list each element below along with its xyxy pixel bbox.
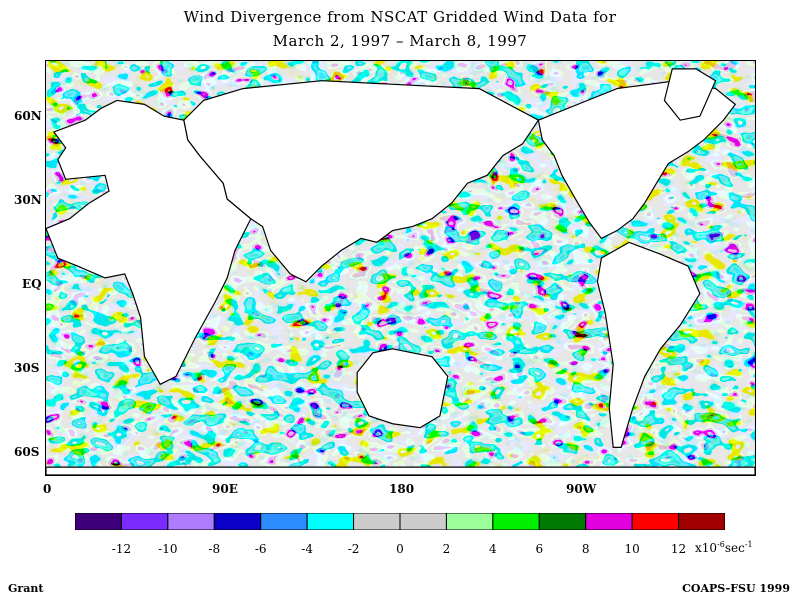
lon-label-0: 0 (43, 482, 52, 496)
lat-label-30s: 30S (14, 361, 40, 375)
lon-label-90e: 90E (212, 482, 238, 496)
map-title-line1: Wind Divergence from NSCAT Gridded Wind … (183, 8, 617, 26)
lat-label-60s: 60S (14, 445, 40, 459)
greenland (663, 68, 717, 121)
color-scale-tick-label: 2 (442, 542, 451, 556)
antarctica (46, 466, 755, 475)
unit-tail: sec (724, 541, 745, 555)
color-swatch (399, 513, 447, 530)
lat-label-60n: 60N (14, 109, 42, 123)
lon-label-180: 180 (389, 482, 415, 496)
lon-label-90w: 90W (566, 482, 597, 496)
color-scale-tick-label: 12 (670, 542, 687, 556)
continents (46, 68, 755, 475)
color-swatch (538, 513, 587, 530)
color-scale-tick-label: 4 (489, 542, 497, 556)
color-swatch (75, 513, 122, 530)
color-swatch (120, 513, 169, 530)
color-swatch (445, 513, 494, 530)
author-credit: Grant (8, 582, 44, 595)
lat-label-eq: EQ (22, 277, 42, 291)
color-swatch (585, 513, 633, 530)
color-scale-tick-label: 6 (535, 542, 544, 556)
color-swatch (167, 513, 215, 530)
color-scale-tick-label: 8 (581, 542, 590, 556)
lat-label-30n: 30N (14, 193, 42, 207)
color-scale-tick-label: -4 (301, 542, 313, 556)
color-scale-tick-label: -12 (111, 542, 132, 556)
map-title-line2: March 2, 1997 – March 8, 1997 (272, 32, 528, 50)
color-scale-tick-label: 0 (396, 542, 404, 556)
color-scale-unit: x10-6sec-1 (695, 540, 753, 555)
unit-exponent: -6 (717, 540, 725, 549)
color-swatch (678, 513, 725, 530)
color-swatch (353, 513, 401, 530)
unit-base: x10 (695, 541, 718, 555)
color-swatch (631, 513, 680, 530)
color-scale-bar (75, 513, 725, 530)
divergence-map (45, 60, 756, 476)
institution-credit: COAPS-FSU 1999 (682, 582, 790, 595)
unit-tail-exponent: -1 (744, 540, 753, 549)
color-scale-tick-label: -10 (158, 542, 178, 556)
color-scale-tick-label: 10 (624, 542, 640, 556)
color-scale-tick-label: -6 (254, 542, 267, 556)
color-swatch (306, 513, 355, 530)
color-swatch (260, 513, 308, 530)
color-swatch (492, 513, 540, 530)
color-scale-tick-label: -8 (208, 542, 221, 556)
south-america (596, 241, 701, 448)
color-swatch (213, 513, 262, 530)
australia (356, 348, 449, 429)
asia (183, 80, 540, 283)
color-scale-tick-label: -2 (347, 542, 360, 556)
